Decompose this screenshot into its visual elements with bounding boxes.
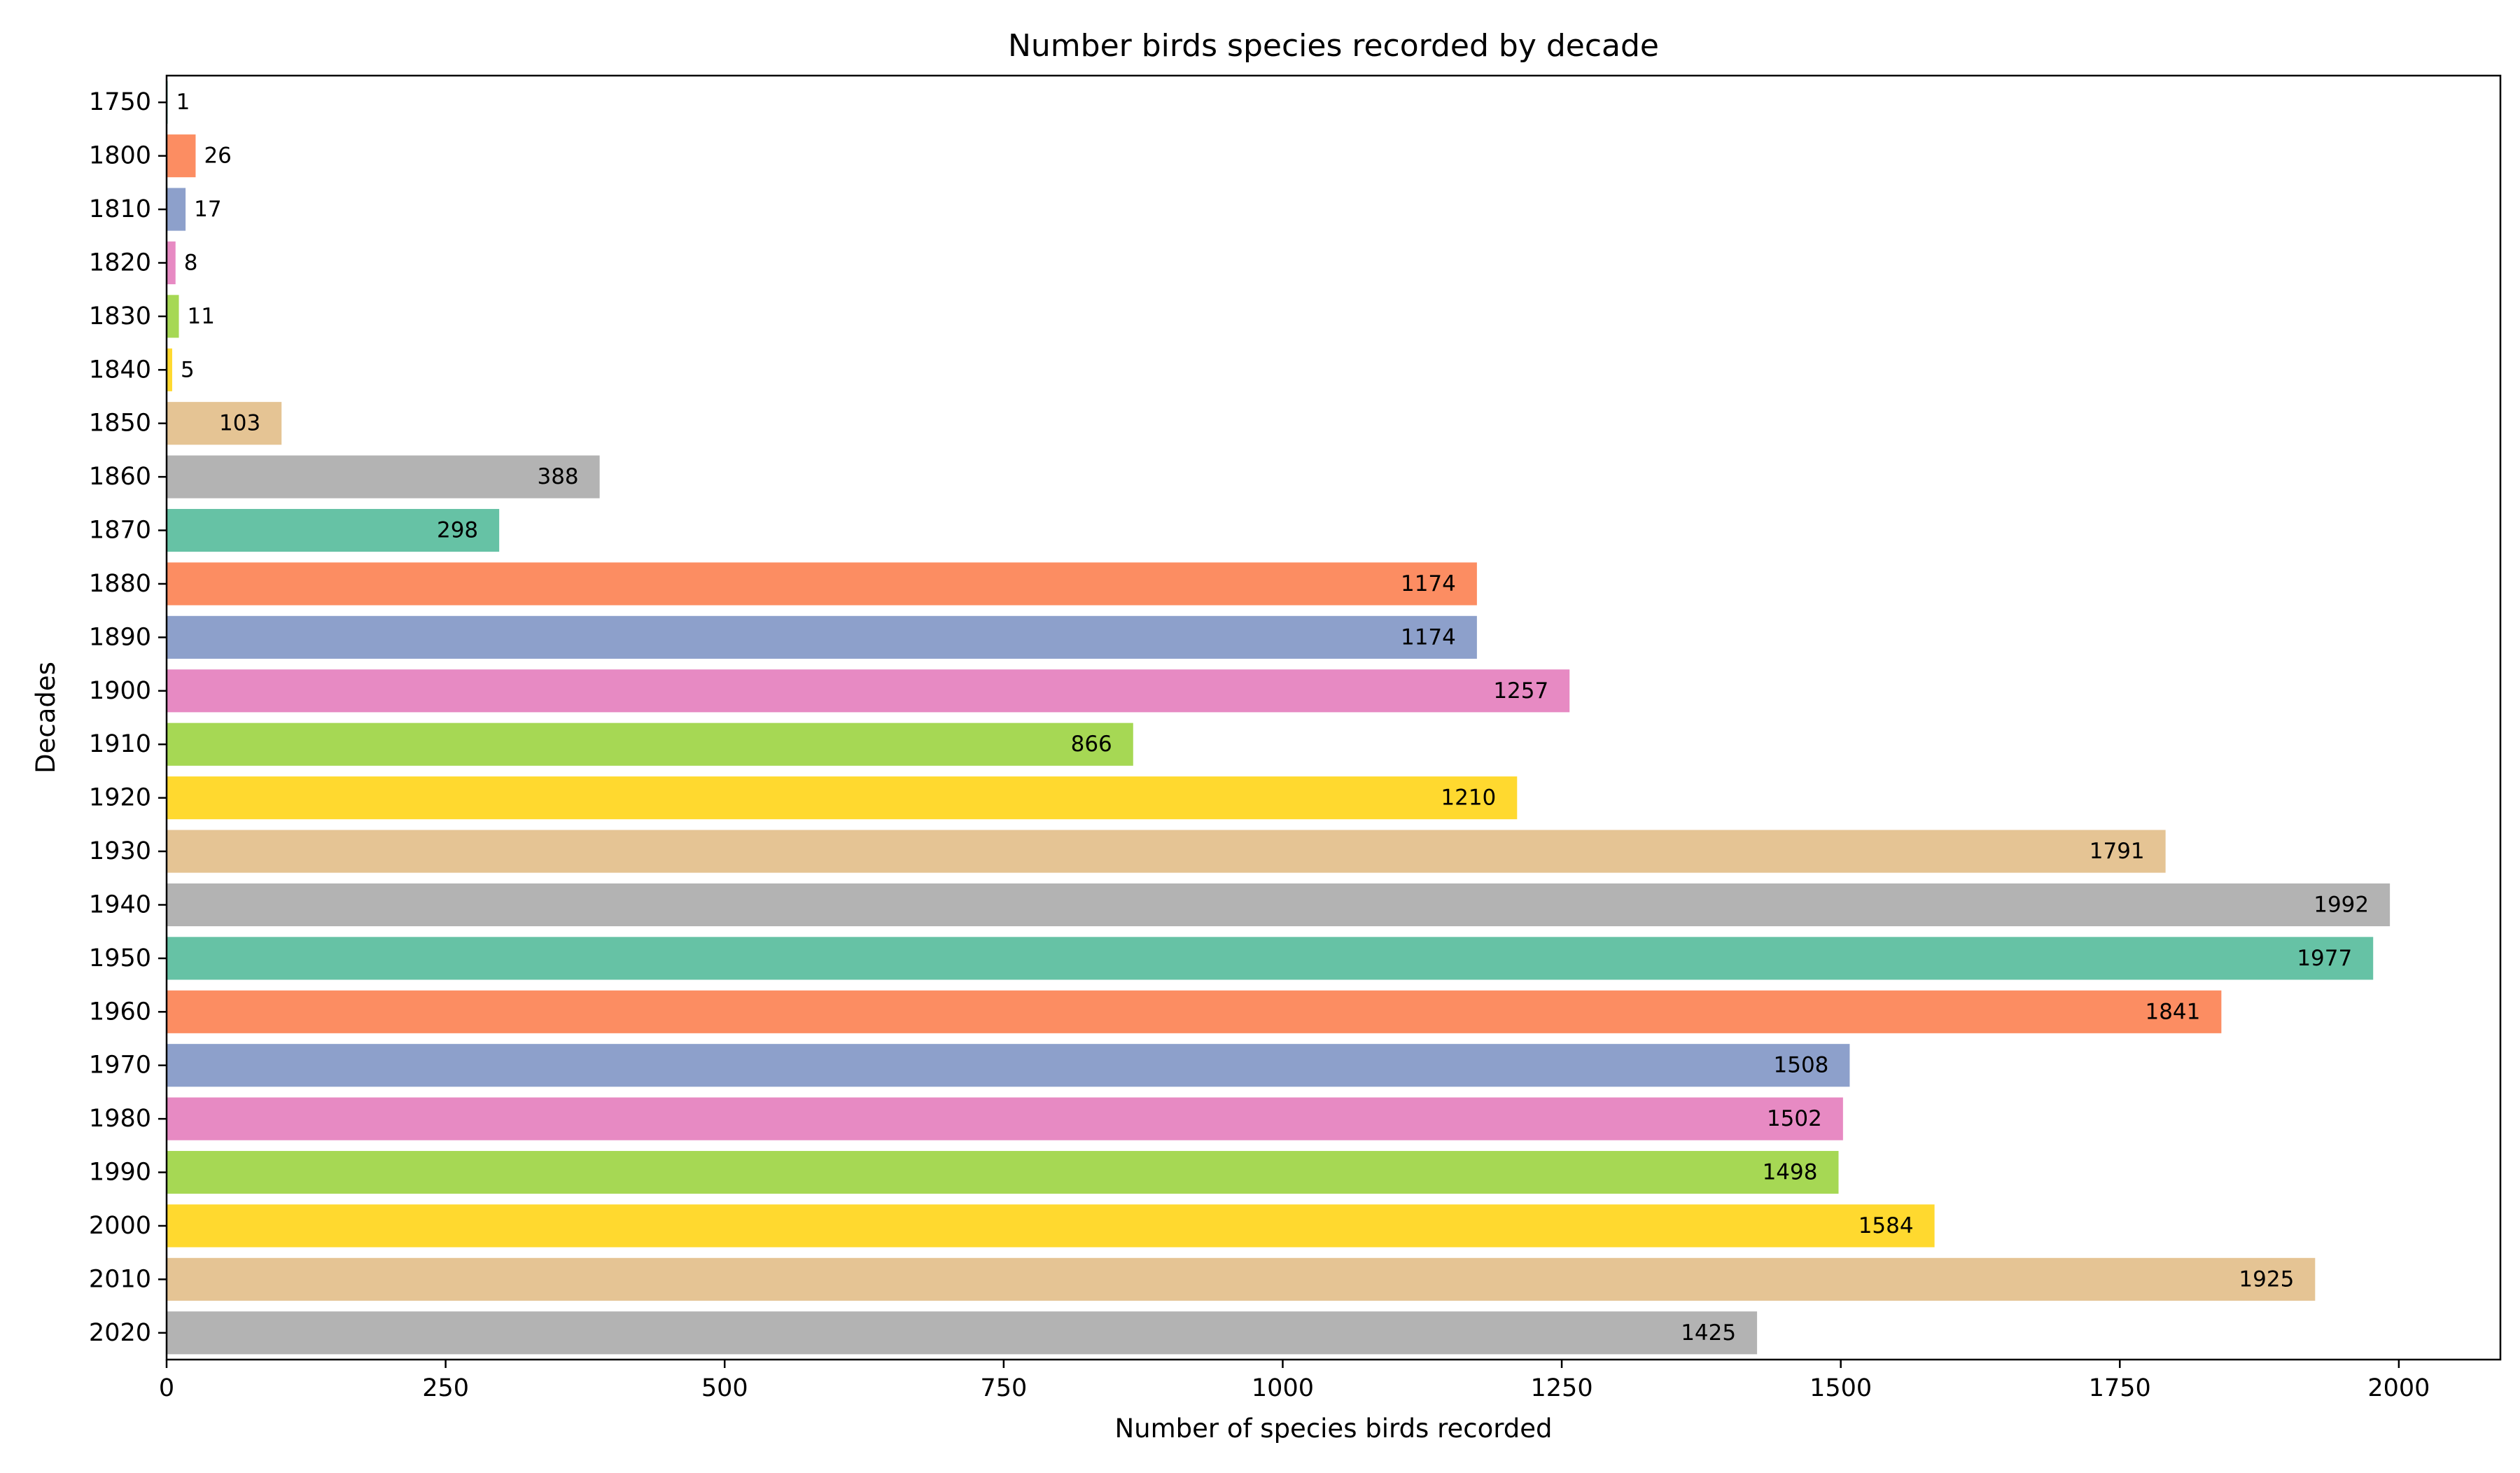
data-label-1910: 866: [1071, 732, 1112, 757]
y-tick-label-1890: 1890: [89, 623, 151, 651]
data-label-2020: 1425: [1681, 1320, 1736, 1346]
bars-group: [167, 81, 2390, 1355]
bar-1830: [167, 295, 179, 338]
y-tick-label-1820: 1820: [89, 249, 151, 277]
data-labels-group: 1 26 17 8 11 5 103 388 298 1174 1174 1257 866 1210 179…: [176, 90, 2370, 1346]
y-tick-label-1850: 1850: [89, 410, 151, 438]
data-label-1990: 1498: [1763, 1160, 1818, 1185]
x-tick-label-750: 750: [980, 1374, 1027, 1402]
x-axis-title: Number of species birds recorded: [1114, 1413, 1552, 1444]
bar-1990: [167, 1150, 1839, 1194]
y-axis: 1750 1800 1810 1820 1830 1840 1850 1860 1870 1880…: [89, 88, 167, 1347]
bar-1850: [167, 402, 282, 445]
bar-1960: [167, 990, 2222, 1033]
bar-1880: [167, 562, 1477, 606]
y-tick-label-1810: 1810: [89, 195, 151, 223]
y-tick-label-1920: 1920: [89, 784, 151, 812]
bar-1870: [167, 508, 500, 552]
data-label-1930: 1791: [2090, 839, 2145, 864]
y-tick-label-1930: 1930: [89, 837, 151, 865]
y-tick-label-1830: 1830: [89, 302, 151, 330]
data-label-1870: 298: [437, 518, 478, 543]
y-tick-label-1910: 1910: [89, 730, 151, 758]
bar-1860: [167, 455, 600, 498]
chart-title: Number birds species recorded by decade: [1008, 28, 1659, 64]
x-tick-label-1500: 1500: [1809, 1374, 1872, 1402]
bar-1940: [167, 883, 2390, 927]
y-tick-label-1950: 1950: [89, 944, 151, 972]
x-tick-label-2000: 2000: [2367, 1374, 2430, 1402]
data-label-1900: 1257: [1493, 678, 1548, 704]
bar-2000: [167, 1204, 1935, 1248]
data-label-1980: 1502: [1767, 1106, 1822, 1131]
y-tick-label-1860: 1860: [89, 463, 151, 491]
data-label-1890: 1174: [1401, 624, 1456, 650]
bar-1980: [167, 1097, 1843, 1140]
y-tick-label-1840: 1840: [89, 356, 151, 384]
data-label-2000: 1584: [1858, 1213, 1914, 1238]
bar-2020: [167, 1311, 1758, 1355]
y-tick-label-1880: 1880: [89, 570, 151, 598]
data-label-1800: 26: [204, 144, 231, 169]
x-tick-label-1750: 1750: [2089, 1374, 2151, 1402]
y-tick-label-1940: 1940: [89, 891, 151, 919]
data-label-1750: 1: [176, 90, 190, 115]
data-label-1810: 17: [194, 197, 221, 222]
data-label-1830: 11: [188, 304, 215, 329]
bar-1930: [167, 830, 2166, 873]
data-label-1860: 388: [537, 464, 578, 489]
x-tick-label-500: 500: [701, 1374, 748, 1402]
data-label-1920: 1210: [1441, 786, 1496, 811]
y-tick-label-2020: 2020: [89, 1319, 151, 1347]
y-tick-label-1800: 1800: [89, 142, 151, 170]
data-label-1950: 1977: [2297, 946, 2352, 971]
bar-1890: [167, 615, 1477, 659]
y-tick-label-1960: 1960: [89, 998, 151, 1026]
y-tick-label-1990: 1990: [89, 1159, 151, 1187]
data-label-1850: 103: [219, 411, 260, 436]
y-tick-label-2010: 2010: [89, 1265, 151, 1293]
bar-1970: [167, 1044, 1850, 1087]
y-tick-label-1870: 1870: [89, 517, 151, 545]
x-tick-label-250: 250: [422, 1374, 469, 1402]
y-tick-label-2000: 2000: [89, 1212, 151, 1240]
bar-1800: [167, 134, 196, 178]
data-label-1880: 1174: [1401, 571, 1456, 596]
plot-frame: [165, 74, 2502, 1361]
bar-1950: [167, 937, 2374, 980]
y-tick-label-1970: 1970: [89, 1052, 151, 1080]
data-label-1820: 8: [184, 250, 198, 275]
bar-1840: [167, 348, 172, 391]
bar-1920: [167, 776, 1518, 820]
x-tick-label-0: 0: [159, 1374, 174, 1402]
bar-1810: [167, 188, 186, 231]
bar-1900: [167, 669, 1570, 713]
data-label-1960: 1841: [2145, 999, 2200, 1024]
bar-1910: [167, 722, 1133, 766]
x-tick-label-1000: 1000: [1252, 1374, 1314, 1402]
data-label-1940: 1992: [2314, 892, 2369, 917]
y-axis-title: Decades: [31, 662, 61, 774]
y-tick-label-1900: 1900: [89, 677, 151, 705]
data-label-1970: 1508: [1774, 1053, 1829, 1078]
data-label-2010: 1925: [2239, 1266, 2294, 1292]
x-tick-label-1250: 1250: [1531, 1374, 1593, 1402]
x-axis: 0 250 500 750 1000 1250 1500 1750 2000: [159, 1360, 2430, 1402]
data-label-1840: 5: [181, 357, 195, 382]
bar-1820: [167, 241, 176, 285]
y-tick-label-1750: 1750: [89, 88, 151, 116]
y-tick-label-1980: 1980: [89, 1105, 151, 1133]
bar-2010: [167, 1257, 2316, 1301]
